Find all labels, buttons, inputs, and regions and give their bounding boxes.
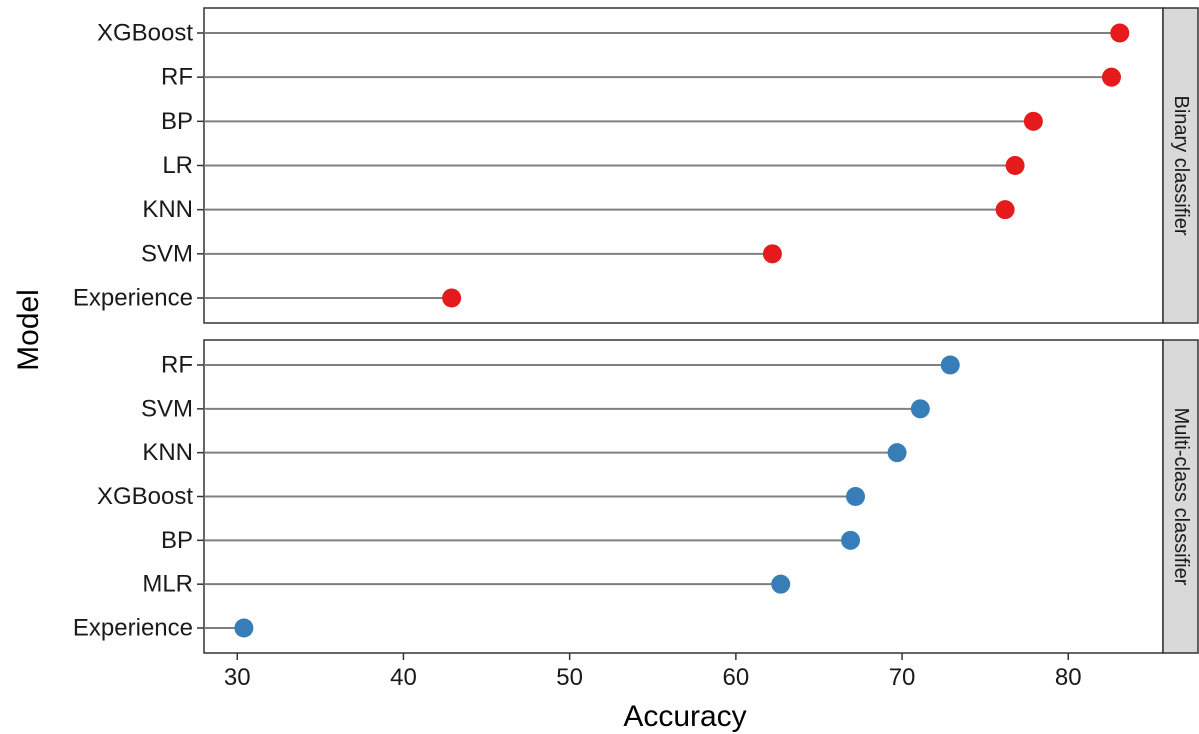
y-tick-label: SVM — [141, 240, 193, 267]
data-point — [1023, 111, 1043, 131]
data-point — [1101, 67, 1121, 87]
panel-binary: Binary classifier XGBoost RF BP LR KNN SVM Expe… — [73, 7, 1199, 324]
y-tick-label: XGBoost — [97, 20, 193, 47]
y-tick-label: KNN — [142, 196, 193, 223]
y-tick-label: BP — [161, 108, 193, 135]
data-point — [995, 200, 1015, 220]
x-tick-label: 80 — [1055, 664, 1082, 691]
data-point — [771, 574, 791, 594]
data-point — [762, 244, 782, 264]
facet-strip — [1162, 7, 1199, 324]
y-tick-label: LR — [162, 152, 193, 179]
y-tick-label: MLR — [142, 571, 193, 598]
facet-strip-label: Binary classifier — [1170, 95, 1192, 235]
y-tick-label: SVM — [141, 395, 193, 422]
chart-panels: Binary classifier XGBoost RF BP LR KNN SVM Expe… — [73, 7, 1199, 654]
data-point — [940, 355, 960, 375]
x-tick-label: 60 — [723, 664, 750, 691]
y-tick-label: Experience — [73, 615, 193, 642]
facet-strip-label: Multi-class classifier — [1170, 408, 1192, 586]
data-point — [910, 399, 930, 419]
panel-multi-class: Multi-class classifier RF SVM KNN XGBoost BP M… — [73, 339, 1199, 654]
data-point — [1005, 156, 1025, 175]
data-point — [234, 618, 254, 638]
data-point — [841, 530, 861, 550]
x-tick-label: 70 — [889, 664, 916, 691]
data-point — [846, 487, 866, 506]
x-axis-title: Accuracy — [623, 700, 746, 733]
data-point — [887, 443, 907, 463]
data-point — [442, 288, 462, 308]
y-tick-label: KNN — [142, 439, 193, 466]
x-tick-label: 30 — [224, 664, 251, 691]
facet-strip — [1162, 339, 1199, 654]
data-point — [1110, 23, 1130, 43]
y-tick-label: Experience — [73, 285, 193, 312]
y-tick-label: RF — [161, 64, 193, 91]
x-tick-label: 50 — [556, 664, 583, 691]
y-tick-label: BP — [161, 527, 193, 554]
y-axis-title: Model — [12, 289, 45, 371]
y-tick-label: XGBoost — [97, 483, 193, 510]
x-axis: 30 40 50 60 70 80 — [224, 653, 1082, 691]
y-tick-label: RF — [161, 352, 193, 379]
x-tick-label: 40 — [390, 664, 417, 691]
